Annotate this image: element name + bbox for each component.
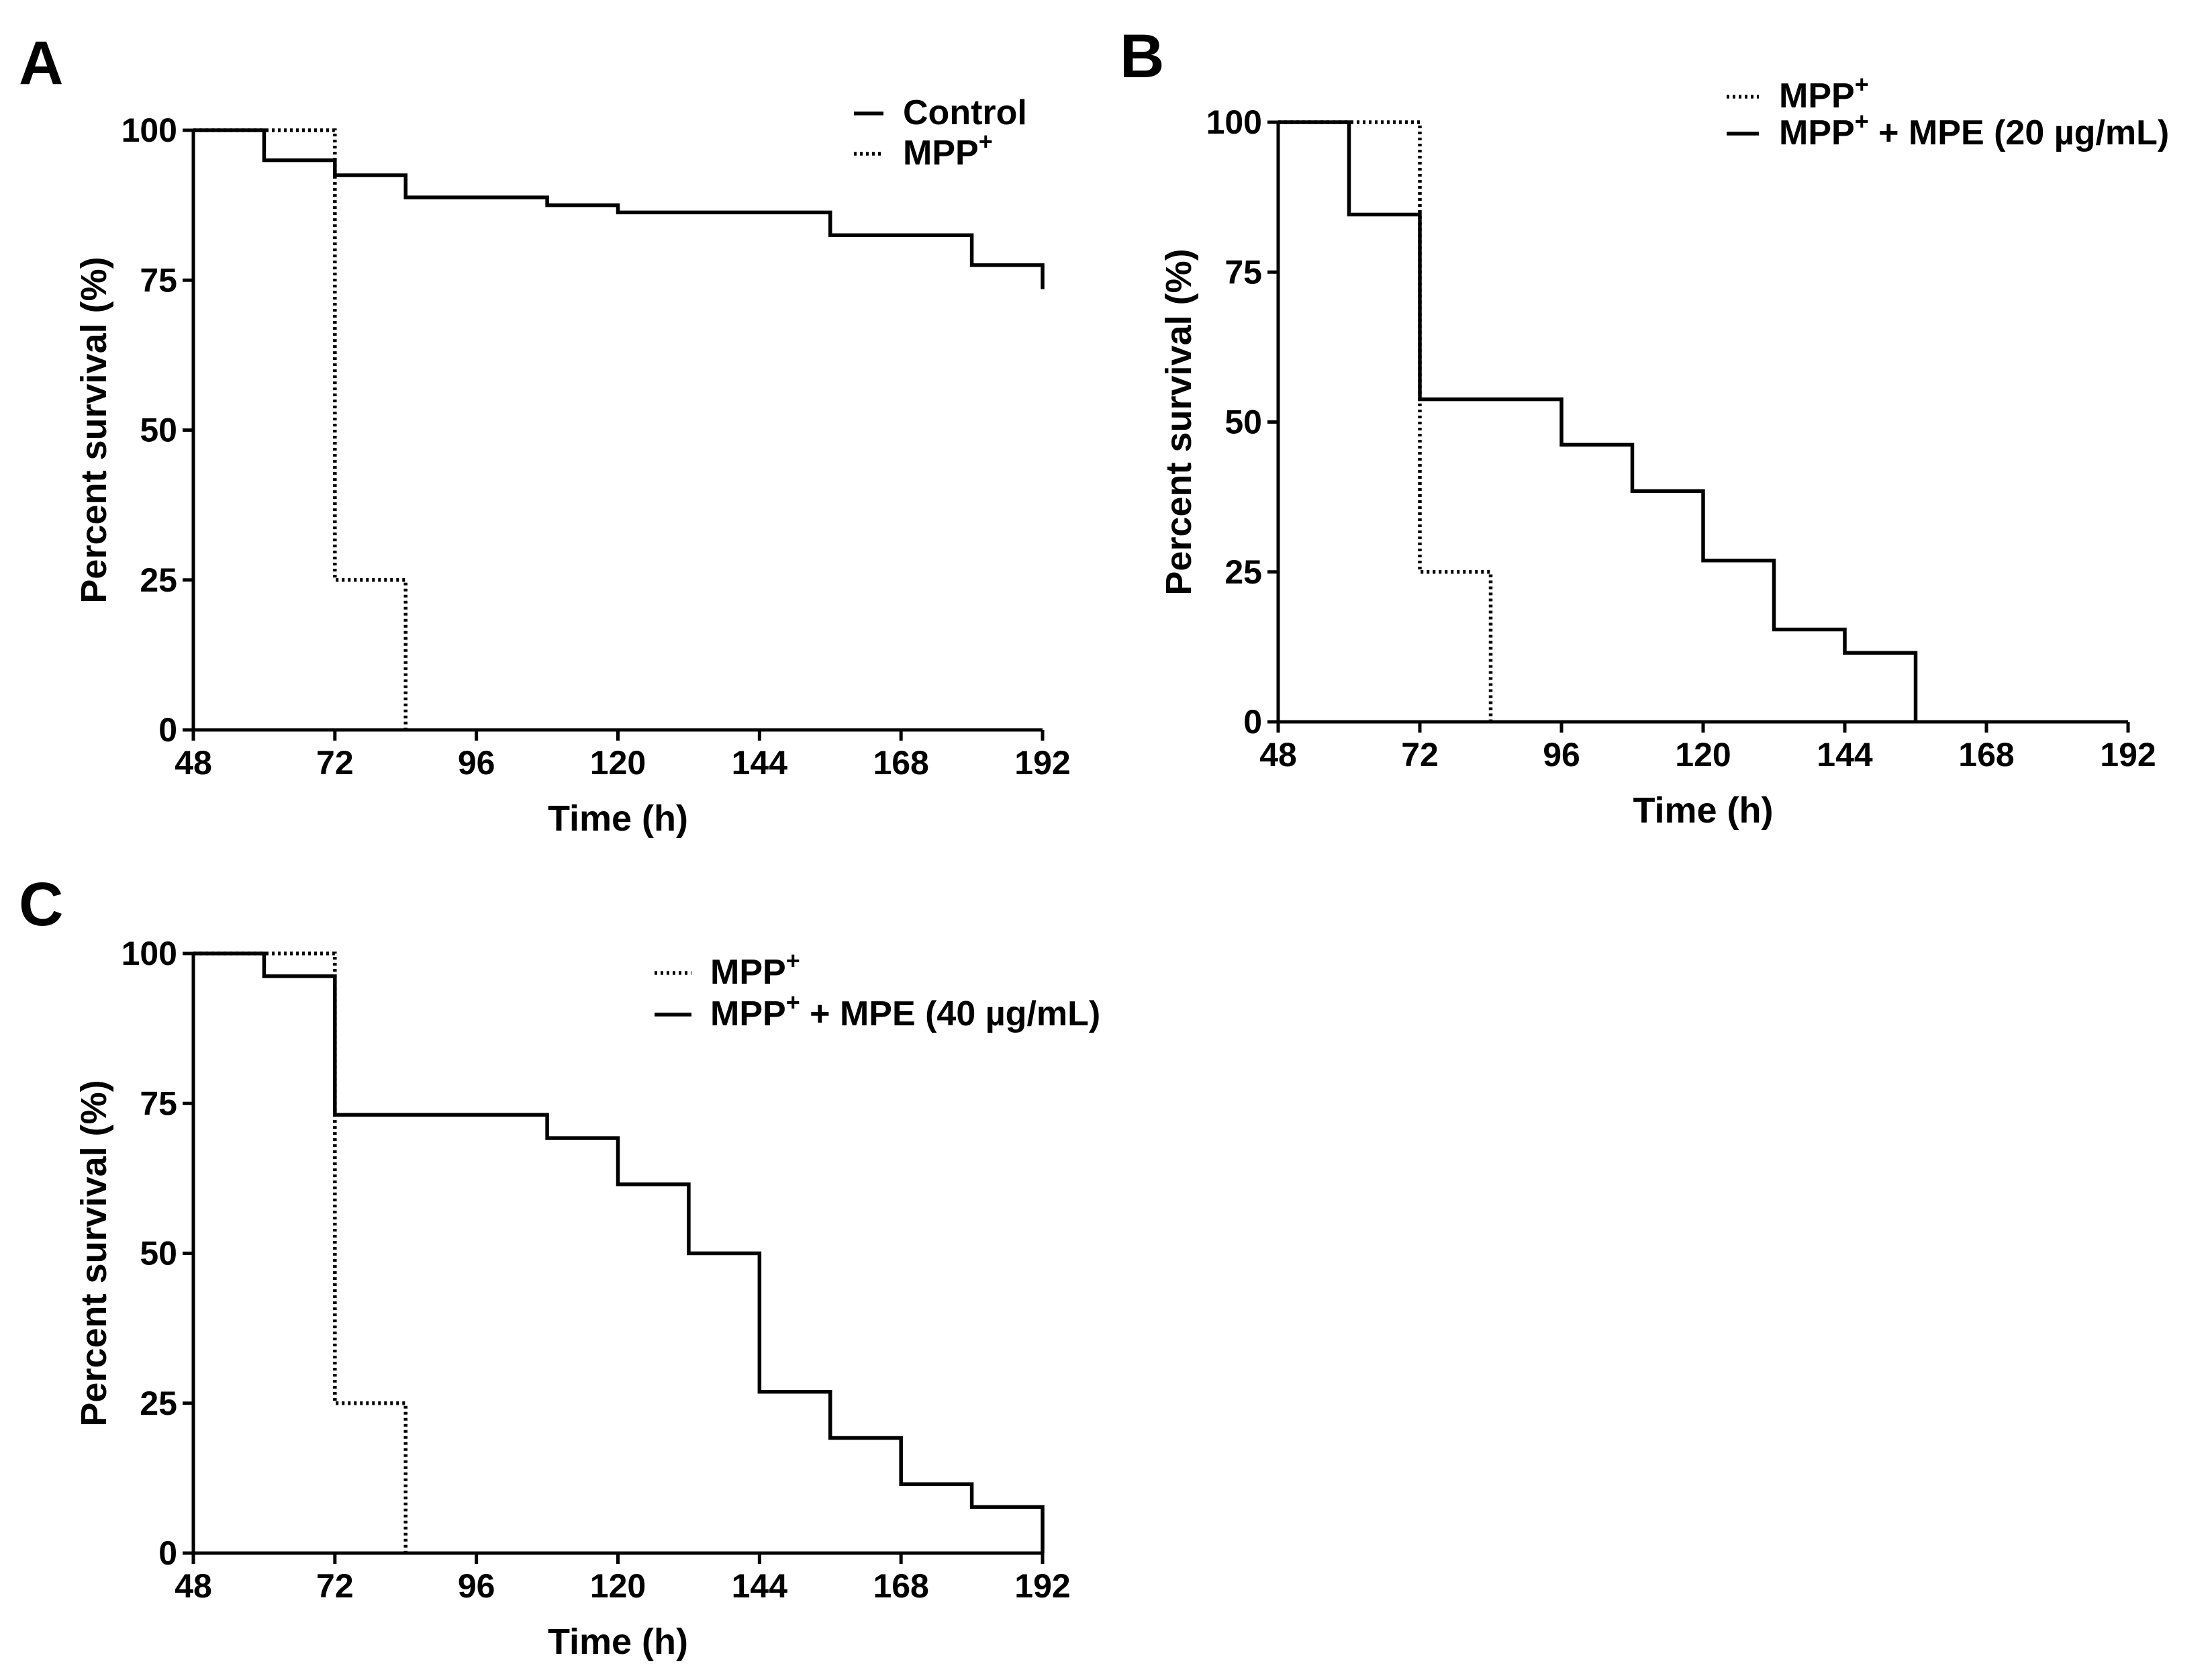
x-tick-label: 168: [873, 744, 928, 782]
y-tick-label: 75: [140, 1084, 177, 1122]
legend-label: MPP+: [710, 947, 800, 992]
legend-label-main: MPP: [710, 953, 786, 992]
x-tick-label: 120: [1675, 736, 1731, 774]
legend-label: MPP+: [1779, 71, 1869, 115]
y-tick-label: 50: [1224, 404, 1262, 441]
y-tick-label: 50: [140, 412, 177, 449]
x-tick-label: 120: [590, 744, 646, 782]
legend: MPP+MPP+ + MPE (20 µg/mL): [1727, 71, 2169, 152]
y-tick-label: 50: [140, 1235, 177, 1272]
legend-label-main: Control: [903, 93, 1027, 132]
legend-label-main: MPP: [1779, 113, 1855, 152]
y-tick-label: 100: [122, 935, 177, 972]
x-tick-label: 48: [175, 744, 212, 782]
x-tick-label: 144: [1817, 736, 1873, 774]
x-tick-label: 144: [732, 744, 788, 782]
panel-label: C: [19, 870, 63, 939]
legend-label-superscript: +: [1855, 107, 1869, 135]
series-line-mpp: [193, 951, 407, 1553]
x-tick-label: 96: [1543, 736, 1580, 774]
x-tick-label: 168: [1958, 736, 2014, 774]
y-tick-label: 75: [140, 261, 177, 299]
chart-panel-c: C 48 72 96 120 144 168 192 0 25 50 75 100 Time (h) Per…: [19, 870, 1100, 1662]
chart-panel-a: A 48 72 96 120 144 168 192 0 25 50 75 100 Time (h) Per…: [19, 29, 1071, 839]
legend-label-main: MPP: [710, 994, 786, 1033]
x-tick-label: 96: [458, 1567, 495, 1605]
legend-label-superscript: +: [1855, 71, 1869, 98]
legend-label: MPP+: [903, 128, 993, 173]
y-axis-title: Percent survival (%): [1159, 248, 1199, 595]
x-tick-label: 48: [1259, 736, 1297, 774]
y-tick-label: 0: [158, 1534, 177, 1572]
y-tick-label: 25: [140, 1385, 177, 1422]
legend-label: MPP+ + MPE (20 µg/mL): [1779, 107, 2169, 152]
legend-label-superscript: +: [786, 947, 800, 974]
series-line-mpp-mpe: [1278, 120, 1918, 722]
panel-label: B: [1120, 22, 1164, 91]
x-tick-label: 168: [873, 1567, 928, 1605]
legend-label-rest: + MPE (20 µg/mL): [1869, 113, 2169, 152]
x-tick-label: 192: [2100, 736, 2156, 774]
legend: MPP+MPP+ + MPE (40 µg/mL): [655, 947, 1100, 1033]
x-tick-label: 192: [1014, 744, 1070, 782]
y-tick-label: 25: [140, 561, 177, 599]
y-tick-label: 100: [122, 111, 177, 149]
x-tick-label: 72: [316, 1567, 354, 1605]
x-axis-title: Time (h): [548, 1622, 688, 1662]
y-tick-label: 0: [158, 711, 177, 749]
x-tick-label: 96: [458, 744, 495, 782]
x-axis-title: Time (h): [548, 798, 688, 839]
y-axis-title: Percent survival (%): [74, 257, 114, 603]
x-tick-label: 72: [1401, 736, 1439, 774]
y-tick-label: 100: [1206, 103, 1262, 141]
legend-label: Control: [903, 93, 1027, 132]
series-line-mpp: [1278, 120, 1493, 722]
legend-label-main: MPP: [903, 134, 979, 173]
legend-label-superscript: +: [979, 128, 993, 155]
y-tick-label: 0: [1243, 703, 1262, 741]
panel-label: A: [19, 29, 63, 97]
series-line-control: [193, 128, 1045, 289]
x-tick-label: 144: [732, 1567, 788, 1605]
x-axis-title: Time (h): [1633, 790, 1773, 831]
series-line-mpp: [193, 128, 407, 730]
y-tick-label: 75: [1224, 253, 1262, 291]
legend-label-superscript: +: [786, 988, 800, 1016]
legend-label-rest: + MPE (40 µg/mL): [800, 994, 1100, 1033]
x-tick-label: 48: [175, 1567, 212, 1605]
chart-panel-b: B 48 72 96 120 144 168 192 0 25 50 75 100 Time (h) Per…: [1120, 22, 2169, 831]
y-axis-title: Percent survival (%): [74, 1080, 114, 1426]
x-tick-label: 120: [590, 1567, 646, 1605]
series-line-mpp-mpe: [193, 951, 1045, 1553]
x-tick-label: 192: [1014, 1567, 1070, 1605]
legend-label: MPP+ + MPE (40 µg/mL): [710, 988, 1100, 1033]
x-tick-label: 72: [316, 744, 354, 782]
legend-label-main: MPP: [1779, 77, 1855, 115]
y-tick-label: 25: [1224, 553, 1262, 591]
